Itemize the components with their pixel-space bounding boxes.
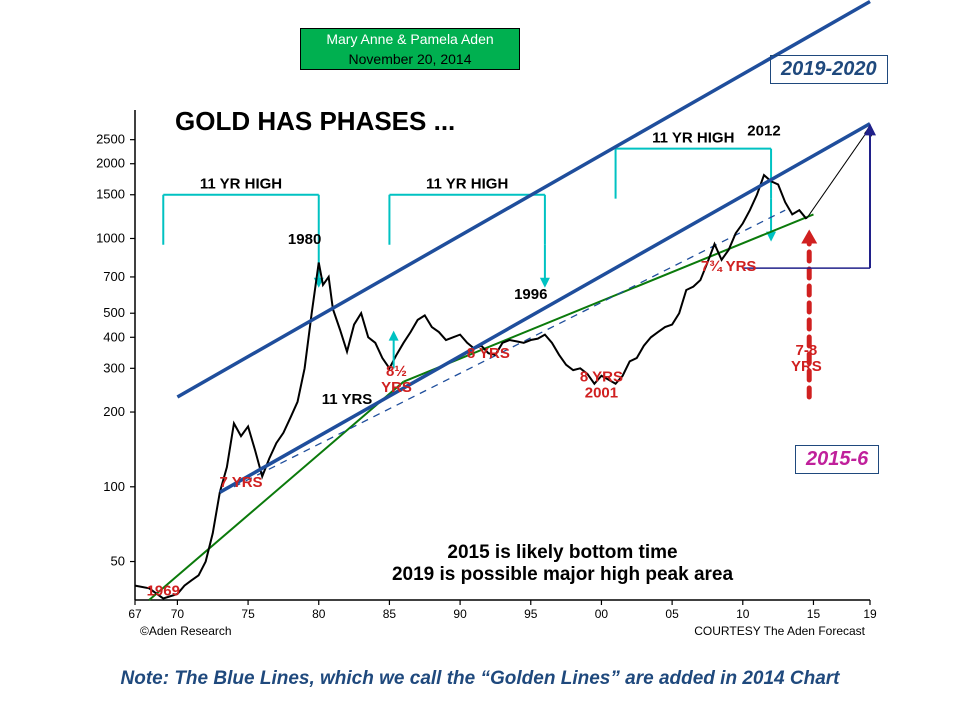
svg-text:95: 95 (524, 607, 538, 621)
svg-text:500: 500 (103, 305, 125, 320)
svg-text:05: 05 (665, 607, 679, 621)
svg-text:50: 50 (111, 554, 125, 569)
svg-text:1500: 1500 (96, 187, 125, 202)
svg-text:15: 15 (807, 607, 821, 621)
svg-text:2015 is likely bottom time: 2015 is likely bottom time (447, 542, 677, 563)
svg-text:300: 300 (103, 360, 125, 375)
svg-text:11 YR HIGH: 11 YR HIGH (652, 130, 734, 147)
svg-text:80: 80 (312, 607, 326, 621)
svg-text:2012: 2012 (747, 122, 780, 139)
svg-text:11 YR HIGH: 11 YR HIGH (426, 176, 508, 193)
svg-text:100: 100 (103, 479, 125, 494)
svg-text:90: 90 (453, 607, 467, 621)
svg-text:11 YR HIGH: 11 YR HIGH (200, 176, 282, 193)
svg-text:8½: 8½ (386, 363, 407, 380)
svg-text:7¾ YRS: 7¾ YRS (701, 258, 757, 275)
svg-text:10: 10 (736, 607, 750, 621)
svg-text:2000: 2000 (96, 156, 125, 171)
svg-text:75: 75 (241, 607, 255, 621)
svg-text:8 YRS: 8 YRS (467, 345, 510, 362)
svg-text:400: 400 (103, 329, 125, 344)
svg-text:700: 700 (103, 269, 125, 284)
svg-text:2001: 2001 (585, 385, 618, 402)
svg-text:1980: 1980 (288, 231, 321, 248)
projection-low-box: 2015-6 (795, 445, 879, 474)
svg-text:7-8: 7-8 (796, 342, 818, 359)
svg-text:YRS: YRS (381, 379, 412, 396)
svg-text:67: 67 (128, 607, 142, 621)
svg-text:200: 200 (103, 404, 125, 419)
svg-text:85: 85 (383, 607, 397, 621)
svg-text:1996: 1996 (514, 286, 547, 303)
svg-text:19: 19 (863, 607, 877, 621)
svg-text:COURTESY The Aden Forecast: COURTESY The Aden Forecast (694, 624, 865, 638)
svg-text:©Aden Research: ©Aden Research (140, 624, 232, 638)
svg-text:70: 70 (171, 607, 185, 621)
svg-text:1969: 1969 (147, 582, 180, 599)
svg-text:2500: 2500 (96, 132, 125, 147)
svg-text:GOLD HAS PHASES ...: GOLD HAS PHASES ... (175, 106, 455, 136)
projection-high-box: 2019-2020 (770, 55, 888, 84)
svg-text:2019 is possible major high pe: 2019 is possible major high peak area (392, 564, 734, 585)
footer-note: Note: The Blue Lines, which we call the … (0, 668, 960, 690)
svg-text:YRS: YRS (791, 358, 822, 375)
svg-text:7 YRS: 7 YRS (219, 474, 262, 491)
svg-text:11 YRS: 11 YRS (322, 391, 373, 408)
svg-text:1000: 1000 (96, 230, 125, 245)
svg-text:8 YRS: 8 YRS (580, 369, 623, 386)
gold-phases-chart: 5010020030040050070010001500200025006770… (0, 0, 960, 720)
svg-text:00: 00 (595, 607, 609, 621)
